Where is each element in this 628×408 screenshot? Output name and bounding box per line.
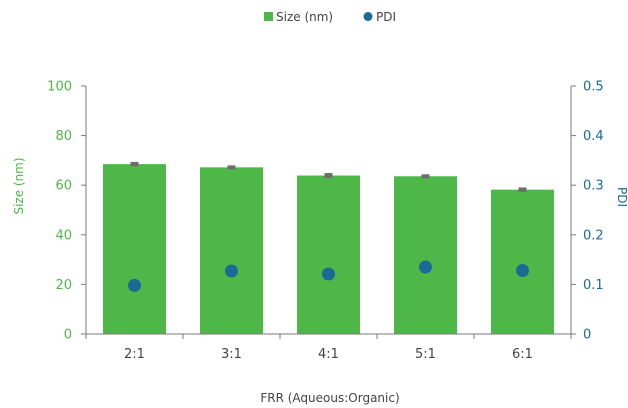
y-left-tick-label: 40: [55, 228, 72, 243]
size-bar: [103, 164, 166, 334]
y-left-tick-label: 60: [55, 179, 72, 194]
size-bar: [394, 176, 457, 334]
size-bar: [297, 175, 360, 334]
size-bar: [491, 189, 554, 334]
size-error-cap: [324, 173, 333, 179]
y-left-tick-label: 80: [55, 129, 72, 144]
pdi-point: [516, 264, 529, 278]
plot-area: 0 20 40 60 80 100 0 0.1 0.2 0.3 0.4 0.5 2:1 3:1 4:1 5:1…: [47, 80, 604, 363]
y-right-tick-label: 0.3: [583, 179, 604, 194]
x-tick-label: 3:1: [221, 347, 242, 362]
y-right-axis-title: PDI: [615, 187, 628, 207]
size-error-cap: [130, 161, 139, 167]
y-left-tick-label: 0: [64, 328, 72, 343]
y-right-tick-label: 0: [583, 328, 591, 343]
pdi-point: [419, 260, 432, 274]
x-tick-label: 4:1: [318, 347, 339, 362]
y-right-tick-label: 0.5: [583, 80, 604, 95]
pdi-point: [225, 264, 238, 278]
x-tick-label: 6:1: [512, 347, 533, 362]
size-bar: [200, 167, 263, 334]
y-right-tick-label: 0.1: [583, 278, 604, 293]
pdi-point: [128, 278, 141, 292]
x-axis-title: FRR (Aqueous:Organic): [260, 391, 399, 405]
y-right-tick-label: 0.4: [583, 129, 604, 144]
legend-size-label: Size (nm): [276, 10, 333, 24]
size-error-cap: [518, 187, 527, 192]
legend: Size (nm) PDI: [264, 10, 396, 24]
x-tick-label: 5:1: [415, 347, 436, 362]
x-tick-label: 2:1: [124, 347, 145, 362]
pdi-point: [322, 267, 335, 281]
legend-size-swatch: [264, 12, 273, 21]
size-error-cap: [421, 174, 430, 179]
y-left-tick-label: 20: [55, 278, 72, 293]
size-error-cap: [227, 165, 236, 170]
y-right-tick-label: 0.2: [583, 228, 604, 243]
legend-pdi-marker: [363, 12, 373, 21]
y-left-axis-title: Size (nm): [12, 157, 26, 214]
y-left-tick-label: 100: [47, 80, 72, 95]
legend-pdi-label: PDI: [376, 10, 396, 24]
